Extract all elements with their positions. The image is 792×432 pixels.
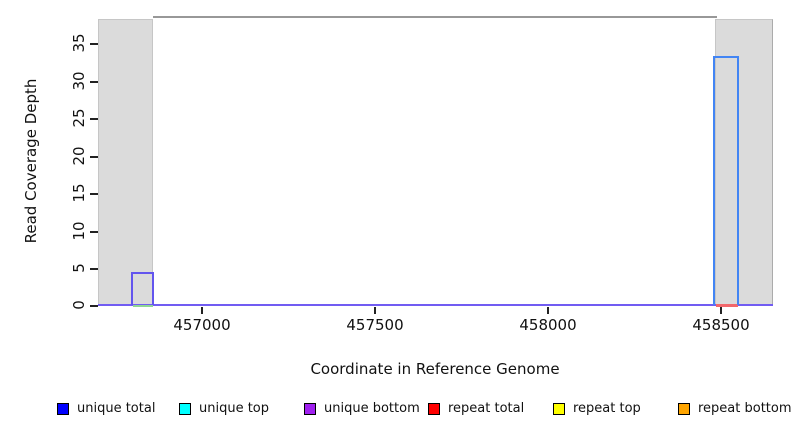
baseline-segment-under-high-peak: [716, 304, 738, 307]
legend-label: repeat bottom: [698, 401, 792, 416]
shaded-band-left: [98, 19, 153, 305]
y-tick-0: [90, 305, 98, 307]
y-tick-label: 20: [70, 146, 88, 166]
baseline-segment-under-low-peak: [133, 305, 153, 307]
legend-item-repeat-bottom: repeat bottom: [678, 401, 792, 416]
legend-swatch-unique-total: [57, 402, 69, 415]
x-tick-458000: [547, 307, 549, 314]
y-tick-label: 25: [70, 108, 88, 128]
y-tick-25: [90, 118, 98, 120]
y-tick-10: [90, 231, 98, 233]
y-tick-label: 0: [70, 300, 88, 310]
coverage-peak-unique-top: [713, 56, 739, 305]
x-tick-457000: [201, 307, 203, 314]
x-tick-label: 458500: [692, 316, 750, 334]
legend-label: unique top: [199, 401, 270, 416]
legend-swatch-unique-bottom: [304, 402, 316, 415]
legend-label: unique total: [77, 401, 156, 416]
x-tick-457500: [374, 307, 376, 314]
y-axis-title: Read Coverage Depth: [22, 78, 40, 244]
top-boundary-line: [153, 16, 717, 18]
y-tick-label: 10: [70, 221, 88, 241]
x-tick-458500: [720, 307, 722, 314]
x-tick-label: 457000: [173, 316, 231, 334]
x-tick-label: 457500: [346, 316, 404, 334]
legend-label: repeat total: [448, 401, 525, 416]
y-tick-5: [90, 268, 98, 270]
coverage-peak-unique-bottom: [131, 272, 154, 305]
legend-swatch-unique-top: [179, 402, 191, 415]
y-tick-15: [90, 193, 98, 195]
legend-swatch-repeat-total: [428, 402, 440, 415]
legend-swatch-repeat-bottom: [678, 402, 690, 415]
y-tick-label: 30: [70, 71, 88, 91]
legend-label: unique bottom: [324, 401, 420, 416]
x-axis-title: Coordinate in Reference Genome: [310, 360, 560, 378]
legend-item-repeat-top: repeat top: [553, 401, 641, 416]
legend-item-repeat-total: repeat total: [428, 401, 524, 416]
y-tick-label: 15: [70, 183, 88, 203]
legend-label: repeat top: [573, 401, 641, 416]
y-tick-label: 35: [70, 33, 88, 53]
shaded-band-right: [715, 19, 773, 305]
y-tick-20: [90, 156, 98, 158]
legend-swatch-repeat-top: [553, 402, 565, 415]
y-tick-30: [90, 81, 98, 83]
legend-item-unique-total: unique total: [57, 401, 155, 416]
x-tick-label: 458000: [519, 316, 577, 334]
coverage-baseline: [98, 304, 773, 306]
y-tick-35: [90, 43, 98, 45]
y-tick-label: 5: [70, 263, 88, 273]
legend-item-unique-top: unique top: [179, 401, 269, 416]
legend-item-unique-bottom: unique bottom: [304, 401, 420, 416]
